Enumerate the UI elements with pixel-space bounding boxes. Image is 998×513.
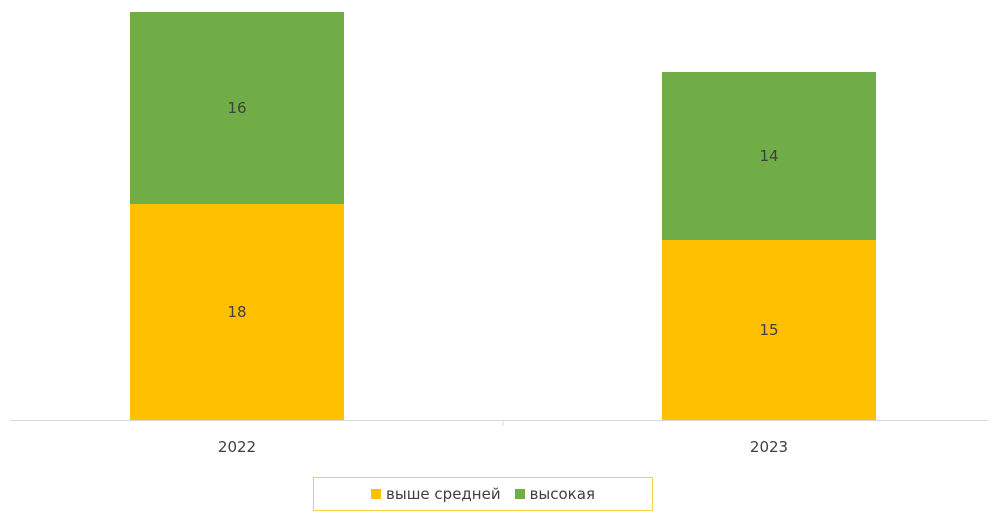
legend-item-high: высокая [514, 485, 595, 503]
data-label-2022-series-0: 18 [227, 303, 246, 321]
x-tick-label-2023: 2023 [750, 438, 788, 456]
bar-2022-series-0 [130, 204, 344, 420]
data-label-2023-series-0: 15 [759, 321, 778, 339]
legend-item-above-average: выше средней [371, 485, 501, 503]
legend-label-high: высокая [529, 485, 595, 503]
x-tick-labels-group: 2022 2023 [218, 438, 788, 456]
data-label-2022-series-1: 16 [227, 99, 246, 117]
bars-group [130, 12, 876, 420]
data-labels-group: 18 16 15 14 [227, 99, 778, 339]
legend: выше средней высокая [313, 477, 653, 511]
data-label-2023-series-1: 14 [759, 147, 778, 165]
bar-2023-series-1 [662, 72, 876, 240]
legend-swatch-high [514, 489, 525, 499]
legend-swatch-above-average [371, 489, 382, 499]
x-tick-label-2022: 2022 [218, 438, 256, 456]
bar-2023-series-0 [662, 240, 876, 420]
bar-2022-series-1 [130, 12, 344, 204]
legend-label-above-average: выше средней [386, 485, 501, 503]
